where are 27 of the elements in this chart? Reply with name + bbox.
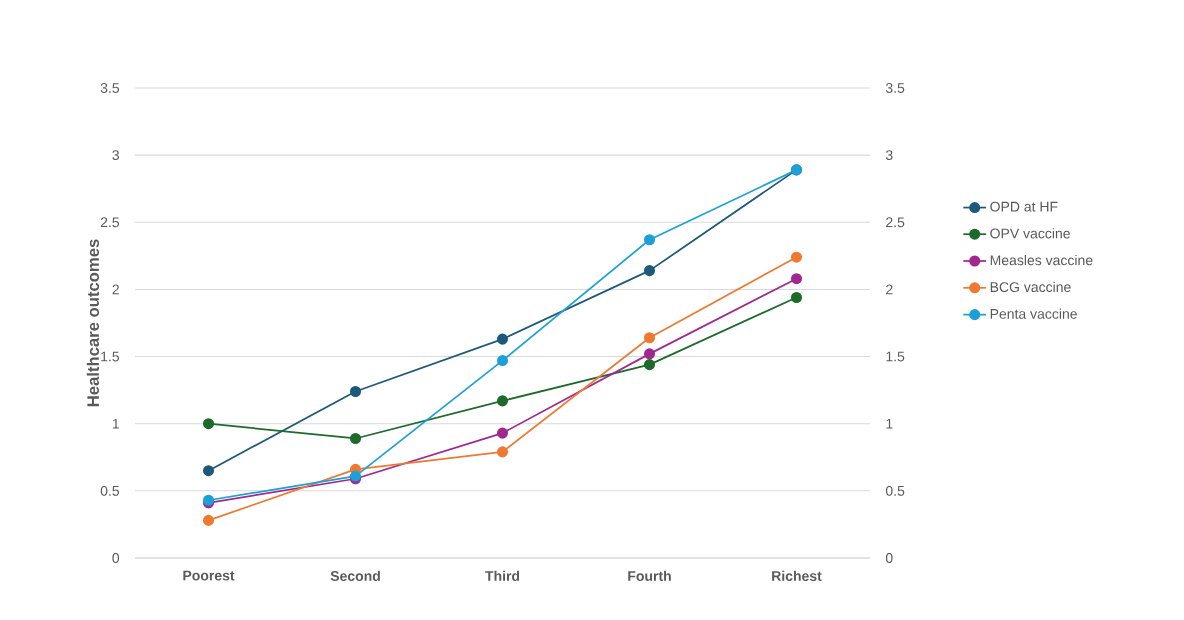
- y-axis-title: Healthcare outcomes: [86, 239, 100, 407]
- y-tick-label: 0.5: [100, 485, 120, 496]
- legend-label: Penta vaccine: [990, 308, 1077, 319]
- y-tick-label: 0: [112, 553, 120, 563]
- legend-label: BCG vaccine: [990, 281, 1071, 293]
- y2-tick-label: 0.5: [885, 485, 905, 496]
- y2-tick-label: 0: [885, 553, 893, 563]
- y2-tick-label: 1: [886, 418, 893, 429]
- y2-tick-label: 1.5: [886, 351, 905, 362]
- y-tick-label: 3: [112, 150, 120, 161]
- y-tick-label: 1: [112, 418, 119, 429]
- x-tick-label: Second: [330, 570, 380, 581]
- legend-label: Measles vaccine: [990, 254, 1093, 266]
- legend-label: OPD at HF: [990, 201, 1058, 212]
- y-tick-label: 1.5: [101, 351, 120, 362]
- y-tick-label: 2: [112, 284, 119, 295]
- x-tick-label: Fourth: [628, 570, 671, 581]
- x-tick-label: Richest: [772, 570, 822, 581]
- y2-tick-label: 3: [885, 150, 893, 161]
- x-tick-label: Third: [485, 570, 520, 581]
- x-tick-label: Poorest: [183, 570, 235, 581]
- y2-tick-label: 2: [886, 284, 893, 295]
- y-tick-label: 2.5: [100, 217, 120, 228]
- legend-label: OPV vaccine: [990, 228, 1070, 239]
- y2-tick-label: 3.5: [885, 83, 905, 93]
- y2-tick-label: 2.5: [886, 217, 905, 228]
- y-tick-label: 3.5: [100, 83, 120, 93]
